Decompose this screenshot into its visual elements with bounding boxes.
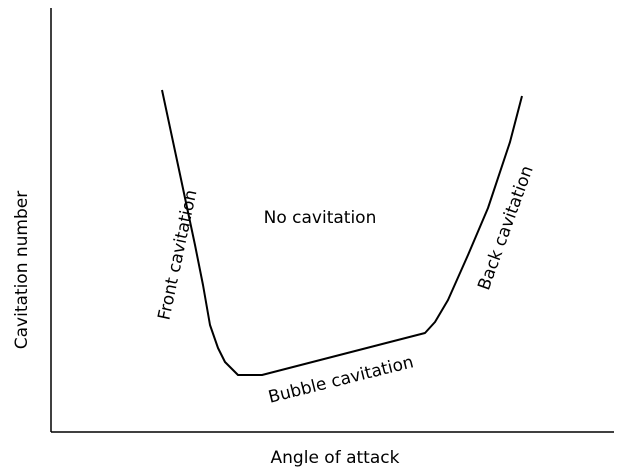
x-axis-label: Angle of attack: [271, 448, 400, 468]
region-label: Back cavitation: [474, 163, 538, 293]
region-label: Bubble cavitation: [266, 352, 415, 407]
region-label: Front cavitation: [154, 188, 201, 322]
region-label: No cavitation: [264, 208, 377, 228]
y-axis-label: Cavitation number: [12, 191, 32, 349]
cavitation-boundary: [161, 89, 523, 376]
